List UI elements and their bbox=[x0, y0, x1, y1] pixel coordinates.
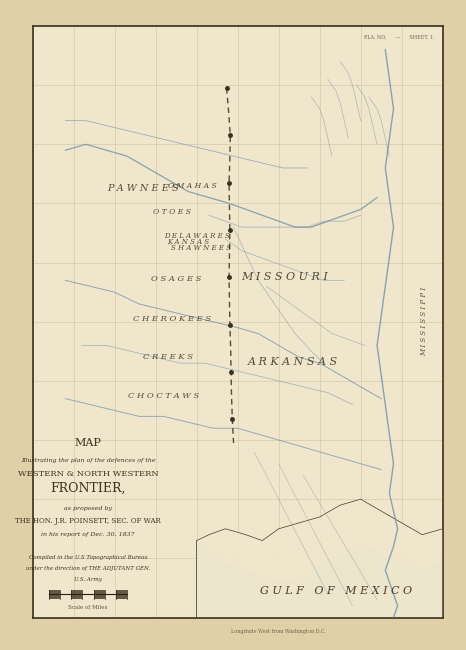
Text: Longitude West from Washington D.C.: Longitude West from Washington D.C. bbox=[231, 629, 326, 634]
Text: under the direction of THE ADJUTANT GEN.: under the direction of THE ADJUTANT GEN. bbox=[26, 566, 150, 571]
Bar bbox=[49, 590, 60, 599]
Text: WESTERN & NORTH WESTERN: WESTERN & NORTH WESTERN bbox=[18, 470, 158, 478]
Polygon shape bbox=[197, 541, 443, 618]
Bar bbox=[94, 590, 105, 599]
Text: Compiled in the U.S Topographical Bureau: Compiled in the U.S Topographical Bureau bbox=[28, 555, 147, 560]
Text: O M A H A S: O M A H A S bbox=[168, 182, 217, 190]
Text: K A N S A S: K A N S A S bbox=[167, 238, 210, 246]
Text: in his report of Dec. 30, 1837: in his report of Dec. 30, 1837 bbox=[41, 532, 135, 537]
Text: THE HON. J.R. POINSETT, SEC. OF WAR: THE HON. J.R. POINSETT, SEC. OF WAR bbox=[15, 517, 161, 525]
Text: A R K A N S A S: A R K A N S A S bbox=[248, 357, 338, 367]
Text: O T O E S: O T O E S bbox=[153, 208, 191, 216]
Bar bbox=[71, 590, 82, 599]
Text: PLA. NO.      ---      SHEET. 1.: PLA. NO. --- SHEET. 1. bbox=[364, 35, 434, 40]
Text: Illustrating the plan of the defences of the: Illustrating the plan of the defences of… bbox=[21, 458, 155, 463]
Text: C R E E K S: C R E E K S bbox=[143, 353, 193, 361]
Text: C H E R O K E E S: C H E R O K E E S bbox=[133, 315, 211, 323]
Text: D E L A W A R E S: D E L A W A R E S bbox=[164, 232, 230, 240]
Text: P A W N E E S: P A W N E E S bbox=[108, 184, 179, 193]
Text: M I S S O U R I: M I S S O U R I bbox=[241, 272, 328, 282]
Polygon shape bbox=[197, 499, 443, 618]
Text: O S A G E S: O S A G E S bbox=[151, 275, 201, 283]
Bar bbox=[116, 590, 127, 599]
Text: M I S S I S S I P P I: M I S S I S S I P P I bbox=[420, 287, 428, 356]
Text: C H O C T A W S: C H O C T A W S bbox=[128, 392, 199, 400]
Text: FRONTIER,: FRONTIER, bbox=[50, 482, 126, 495]
Text: U.S. Army: U.S. Army bbox=[74, 577, 102, 582]
Text: Scale of Miles: Scale of Miles bbox=[69, 605, 108, 610]
Text: G U L F   O F   M E X I C O: G U L F O F M E X I C O bbox=[260, 586, 412, 596]
Text: S H A W N E E S: S H A W N E E S bbox=[171, 244, 231, 252]
Text: MAP: MAP bbox=[75, 438, 102, 448]
Text: as proposed by: as proposed by bbox=[64, 506, 112, 510]
